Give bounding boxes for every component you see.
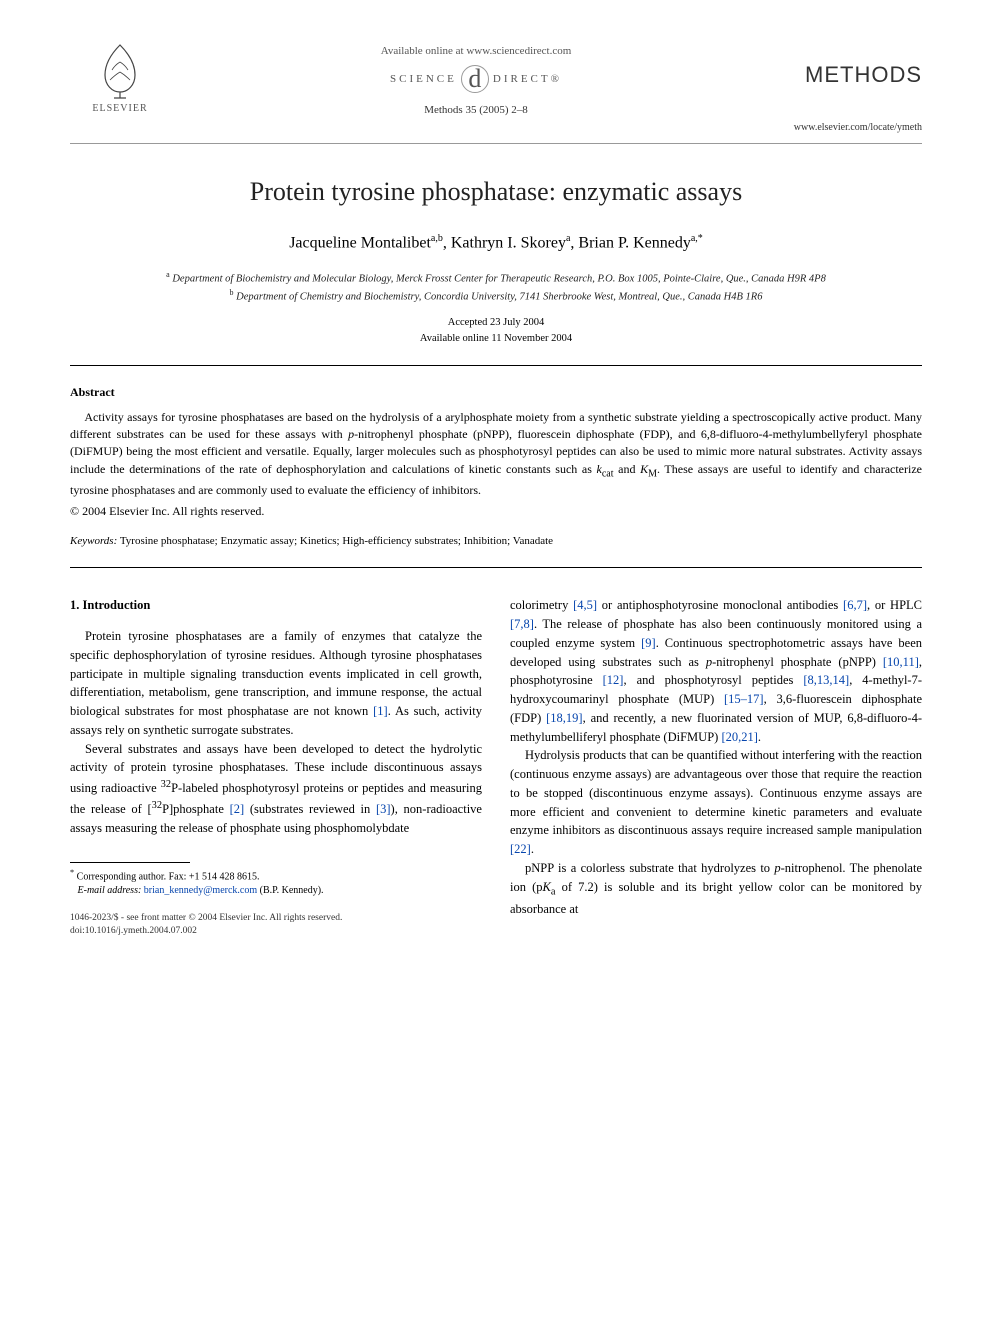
journal-reference: Methods 35 (2005) 2–8	[170, 103, 782, 118]
post-abstract-rule	[70, 567, 922, 568]
keywords-label: Keywords:	[70, 535, 117, 547]
copyright-line: © 2004 Elsevier Inc. All rights reserved…	[70, 503, 922, 520]
publisher-logo-block: ELSEVIER	[70, 40, 170, 116]
email-tail: (B.P. Kennedy).	[260, 885, 324, 896]
affil-a-text: Department of Biochemistry and Molecular…	[172, 273, 826, 284]
right-p2: Hydrolysis products that can be quantifi…	[510, 746, 922, 859]
corr-email-link[interactable]: brian_kennedy@merck.com	[144, 885, 257, 896]
header-rule	[70, 143, 922, 144]
corr-text: Corresponding author. Fax: +1 514 428 86…	[77, 871, 260, 882]
sciencedirect-logo: SCIENCE d DIRECT®	[170, 65, 782, 93]
abstract-heading: Abstract	[70, 384, 922, 401]
pre-abstract-rule	[70, 365, 922, 366]
available-online-text: Available online at www.sciencedirect.co…	[170, 44, 782, 59]
intro-p1: Protein tyrosine phosphatases are a fami…	[70, 627, 482, 740]
doi-line: doi:10.1016/j.ymeth.2004.07.002	[70, 925, 482, 938]
scidirect-left: SCIENCE	[390, 72, 457, 87]
publisher-label: ELSEVIER	[92, 102, 147, 116]
left-column: 1. Introduction Protein tyrosine phospha…	[70, 596, 482, 938]
section-1-heading: 1. Introduction	[70, 596, 482, 615]
article-title: Protein tyrosine phosphatase: enzymatic …	[70, 174, 922, 210]
scidirect-right: DIRECT®	[493, 72, 562, 87]
authors-line: Jacqueline Montalibeta,b, Kathryn I. Sko…	[70, 232, 922, 255]
journal-logo: METHODS	[782, 40, 922, 91]
right-column: colorimetry [4,5] or antiphosphotyrosine…	[510, 596, 922, 938]
affiliation-b: b Department of Chemistry and Biochemist…	[70, 287, 922, 305]
elsevier-tree-icon	[90, 40, 150, 100]
accepted-date: Accepted 23 July 2004	[70, 315, 922, 331]
affiliation-a: a Department of Biochemistry and Molecul…	[70, 269, 922, 287]
keywords-list: Tyrosine phosphatase; Enzymatic assay; K…	[120, 535, 553, 547]
scidirect-d-icon: d	[461, 65, 489, 93]
abstract-body: Activity assays for tyrosine phosphatase…	[70, 409, 922, 499]
front-matter-line: 1046-2023/$ - see front matter © 2004 El…	[70, 912, 482, 925]
header-center: Available online at www.sciencedirect.co…	[170, 40, 782, 119]
online-date: Available online 11 November 2004	[70, 331, 922, 347]
body-columns: 1. Introduction Protein tyrosine phospha…	[70, 596, 922, 938]
right-p3: pNPP is a colorless substrate that hydro…	[510, 859, 922, 919]
journal-url: www.elsevier.com/locate/ymeth	[794, 121, 922, 135]
right-p1: colorimetry [4,5] or antiphosphotyrosine…	[510, 596, 922, 746]
doi-block: 1046-2023/$ - see front matter © 2004 El…	[70, 912, 482, 939]
affil-b-text: Department of Chemistry and Biochemistry…	[236, 292, 762, 303]
intro-p2: Several substrates and assays have been …	[70, 740, 482, 838]
article-dates: Accepted 23 July 2004 Available online 1…	[70, 315, 922, 347]
email-label: E-mail address:	[78, 885, 142, 896]
header-right: METHODS www.elsevier.com/locate/ymeth	[782, 40, 922, 135]
keywords-line: Keywords: Tyrosine phosphatase; Enzymati…	[70, 534, 922, 549]
footnote-rule	[70, 862, 190, 863]
page-header: ELSEVIER Available online at www.science…	[70, 40, 922, 135]
corresponding-footnote: * Corresponding author. Fax: +1 514 428 …	[70, 867, 482, 898]
